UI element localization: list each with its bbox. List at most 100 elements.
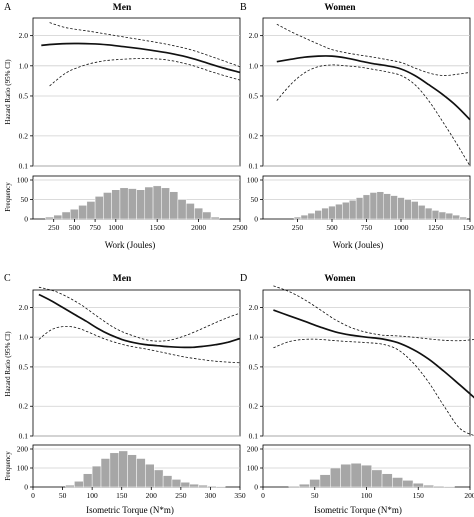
histogram-bar [319, 474, 331, 488]
x-tick-label: 50 [311, 491, 319, 500]
histogram-bar [74, 481, 84, 488]
histogram-y-tick-label: 0 [254, 483, 258, 492]
panel-letter-A: A [4, 2, 12, 13]
y-axis-label-A: Hazard Ratio (95% CI) [4, 59, 12, 125]
hazard-plot-frame-D [262, 289, 471, 437]
histogram-bar [418, 205, 426, 220]
histogram-bar [136, 458, 146, 488]
x-tick-label: 750 [361, 223, 373, 232]
x-axis-label-A: Work (Joules) [105, 240, 156, 250]
histogram-bar [383, 193, 391, 220]
histogram-y-tick-label: 100 [247, 464, 259, 473]
x-tick-label: 750 [89, 223, 101, 232]
panel-title-A: Men [113, 3, 132, 13]
histogram-bar [402, 480, 414, 488]
histogram-bar [162, 475, 173, 488]
x-tick-label: 200 [464, 491, 474, 500]
hazard-plot-frame-A [32, 17, 241, 167]
histogram-bar [171, 479, 182, 488]
histogram-bar [438, 211, 447, 220]
histogram-bar [127, 454, 137, 488]
histogram-bar [452, 214, 460, 220]
histogram-bar [152, 185, 162, 220]
hazard-y-tick-label: 1.0 [19, 333, 29, 342]
histogram-bar [349, 200, 357, 220]
y-axis-label-C: Hazard Ratio (95% CI) [4, 331, 12, 397]
histogram-y-tick-label: 50 [21, 195, 29, 204]
histogram-y-axis-label-C: Frequency [4, 451, 12, 481]
histogram-bar [340, 463, 352, 488]
x-tick-label: 350 [234, 491, 246, 500]
histogram-bar [362, 194, 371, 220]
histogram-bar [109, 452, 120, 488]
histogram-bar [392, 477, 403, 488]
hazard-y-tick-label: 1.0 [19, 61, 29, 70]
x-tick-label: 500 [69, 223, 81, 232]
histogram-bar [145, 463, 155, 488]
panel-letter-C: C [4, 273, 11, 284]
histogram-bar [118, 450, 128, 488]
histogram-y-tick-label: 100 [17, 176, 29, 185]
histogram-bar [161, 187, 170, 220]
histogram-bar [91, 465, 102, 488]
hazard-estimate-line [273, 309, 474, 399]
x-tick-label: 150 [413, 491, 425, 500]
hazard-ci-upper-line [273, 285, 474, 342]
x-tick-label: 0 [261, 491, 265, 500]
histogram-bar [111, 189, 121, 220]
histogram-bar [371, 469, 383, 488]
hazard-y-tick-label: 1.0 [249, 61, 259, 70]
histogram-bar [180, 482, 190, 488]
x-tick-label: 1000 [394, 223, 409, 232]
hazard-y-tick-label: 2.0 [19, 303, 29, 312]
histogram-bar [210, 216, 220, 220]
histogram-bar [445, 212, 454, 220]
x-tick-label: 50 [59, 491, 67, 500]
x-tick-label: 250 [48, 223, 60, 232]
histogram-bar [194, 207, 203, 220]
histogram-y-tick-label: 0 [254, 215, 258, 224]
histogram-bar [431, 210, 440, 220]
panel-letter-D: D [240, 273, 247, 284]
histogram-bar [53, 214, 63, 220]
hazard-ci-lower-line [273, 338, 474, 436]
x-tick-label: 1500 [150, 223, 165, 232]
hazard-y-tick-label: 2.0 [249, 303, 259, 312]
histogram-bar [298, 483, 310, 488]
x-tick-label: 300 [205, 491, 217, 500]
histogram-bar [335, 203, 343, 220]
hazard-plot-frame-C [32, 289, 241, 437]
histogram-bar [153, 469, 164, 488]
histogram-bar [350, 463, 362, 488]
x-tick-label: 250 [292, 223, 304, 232]
hazard-y-tick-label: 0.2 [19, 131, 29, 140]
histogram-bar [198, 484, 208, 488]
hazard-ci-upper-line [38, 286, 241, 342]
histogram-bar [216, 486, 226, 488]
histogram-bar [185, 203, 195, 220]
x-tick-label: 2000 [191, 223, 206, 232]
x-tick-label: 250 [175, 491, 187, 500]
hazard-ci-lower-line [38, 325, 241, 364]
histogram-bar [390, 195, 398, 220]
histogram-bar [136, 189, 146, 220]
histogram-bar [177, 199, 187, 220]
histogram-bar [61, 211, 71, 220]
x-axis-label-D: Isometric Torque (N*m) [314, 505, 402, 515]
hazard-y-tick-label: 2.0 [19, 31, 29, 40]
histogram-bar [433, 485, 445, 488]
histogram-bar [361, 464, 372, 488]
hazard-y-tick-label: 0.2 [249, 131, 259, 140]
histogram-bar [144, 186, 154, 220]
panel-letter-B: B [240, 2, 247, 13]
histogram-bar [300, 214, 309, 220]
histogram-bar [328, 205, 336, 220]
histogram-bar [459, 216, 467, 220]
histogram-y-tick-label: 200 [17, 445, 29, 454]
hazard-estimate-line [276, 55, 471, 121]
histogram-bar [355, 197, 364, 220]
histogram-bar [127, 188, 137, 220]
histogram-bar [207, 485, 217, 488]
histogram-bar [307, 212, 316, 220]
x-tick-label: 100 [87, 491, 99, 500]
